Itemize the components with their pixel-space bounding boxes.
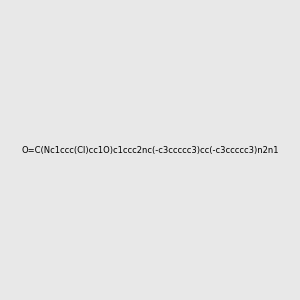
Text: O=C(Nc1ccc(Cl)cc1O)c1ccc2nc(-c3ccccc3)cc(-c3ccccc3)n2n1: O=C(Nc1ccc(Cl)cc1O)c1ccc2nc(-c3ccccc3)cc… bbox=[21, 146, 279, 154]
